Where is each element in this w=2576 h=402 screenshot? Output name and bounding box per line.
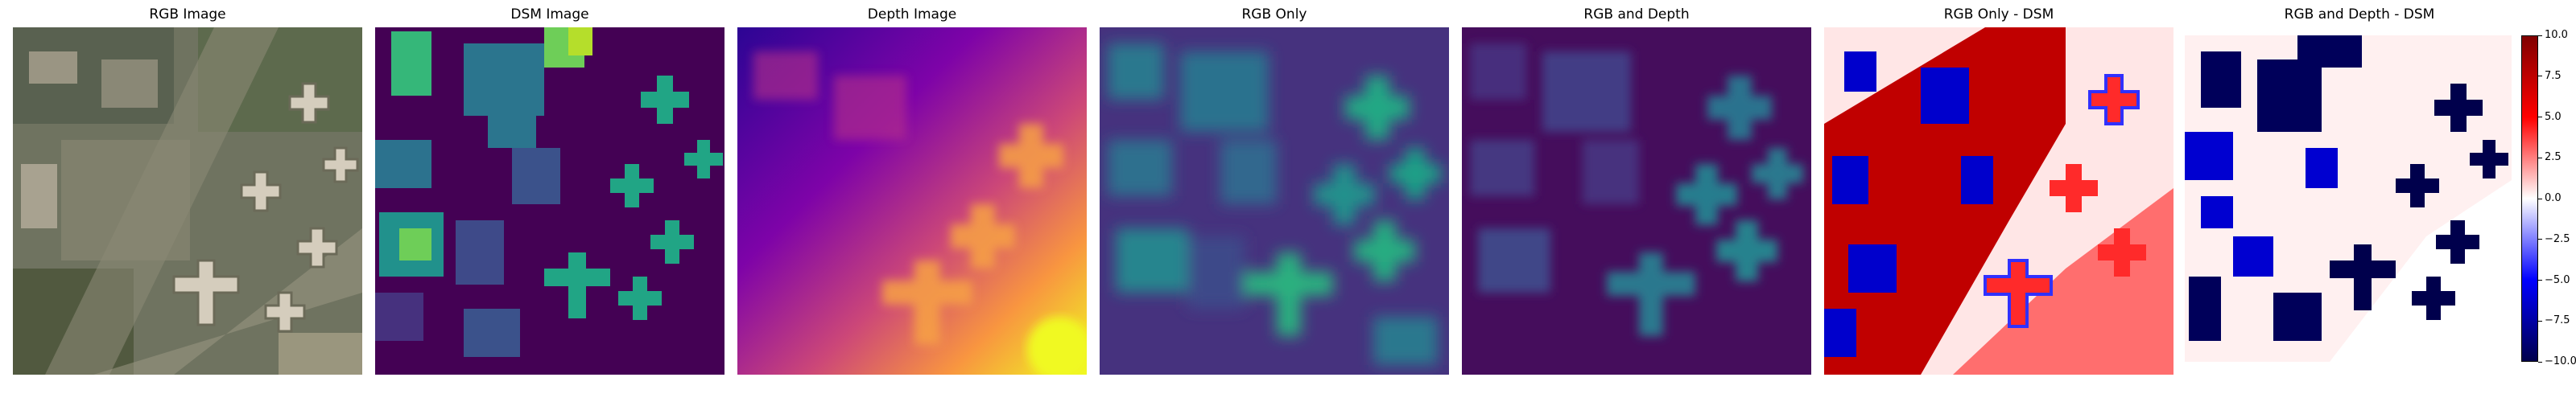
colorbar-tick-label: 7.5 [2545,69,2562,82]
panel-rgb-only-minus-dsm: RGB Only - DSM [1824,0,2174,402]
panel-title: RGB and Depth [1583,6,1690,23]
colorbar-tick-label: −2.5 [2545,232,2570,245]
panel-title: RGB and Depth - DSM [2284,6,2435,23]
colorbar-tick-label: −10.0 [2545,355,2576,367]
rgb-only-error-map [1824,27,2174,375]
rgb-aerial-image [13,27,362,375]
depth-map [737,27,1087,375]
panel-depth-image: Depth Image [737,0,1087,402]
panel-title: RGB Only [1241,6,1307,23]
dsm-heightmap [375,27,724,375]
colorbar [2521,35,2538,362]
panel-title: RGB Only - DSM [1943,6,2054,23]
colorbar-tick-label: 2.5 [2545,151,2562,164]
colorbar-tick-label: −5.0 [2545,273,2570,286]
panel-dsm-image: DSM Image [375,0,724,402]
colorbar-tick-label: 10.0 [2545,29,2568,41]
panel-rgb-and-depth: RGB and Depth [1462,0,1811,402]
colorbar-tick [2538,35,2542,36]
panel-rgb-only: RGB Only [1100,0,1449,402]
colorbar-tick [2538,239,2542,240]
rgb-depth-prediction [1462,27,1811,375]
rgb-only-prediction [1100,27,1449,375]
panel-title: DSM Image [510,6,589,23]
colorbar-tick-label: 5.0 [2545,110,2562,123]
panel-rgb-and-depth-minus-dsm: RGB and Depth - DSM [2185,0,2534,402]
panel-title: Depth Image [867,6,957,23]
colorbar-tick [2538,320,2542,322]
colorbar-tick [2538,280,2542,281]
colorbar-tick [2538,361,2542,363]
colorbar-tick-label: 0.0 [2545,192,2562,204]
panel-rgb-image: RGB Image [13,0,362,402]
rgb-depth-error-map [2185,35,2512,362]
colorbar-tick-label: −7.5 [2545,314,2570,327]
panel-title: RGB Image [149,6,226,23]
